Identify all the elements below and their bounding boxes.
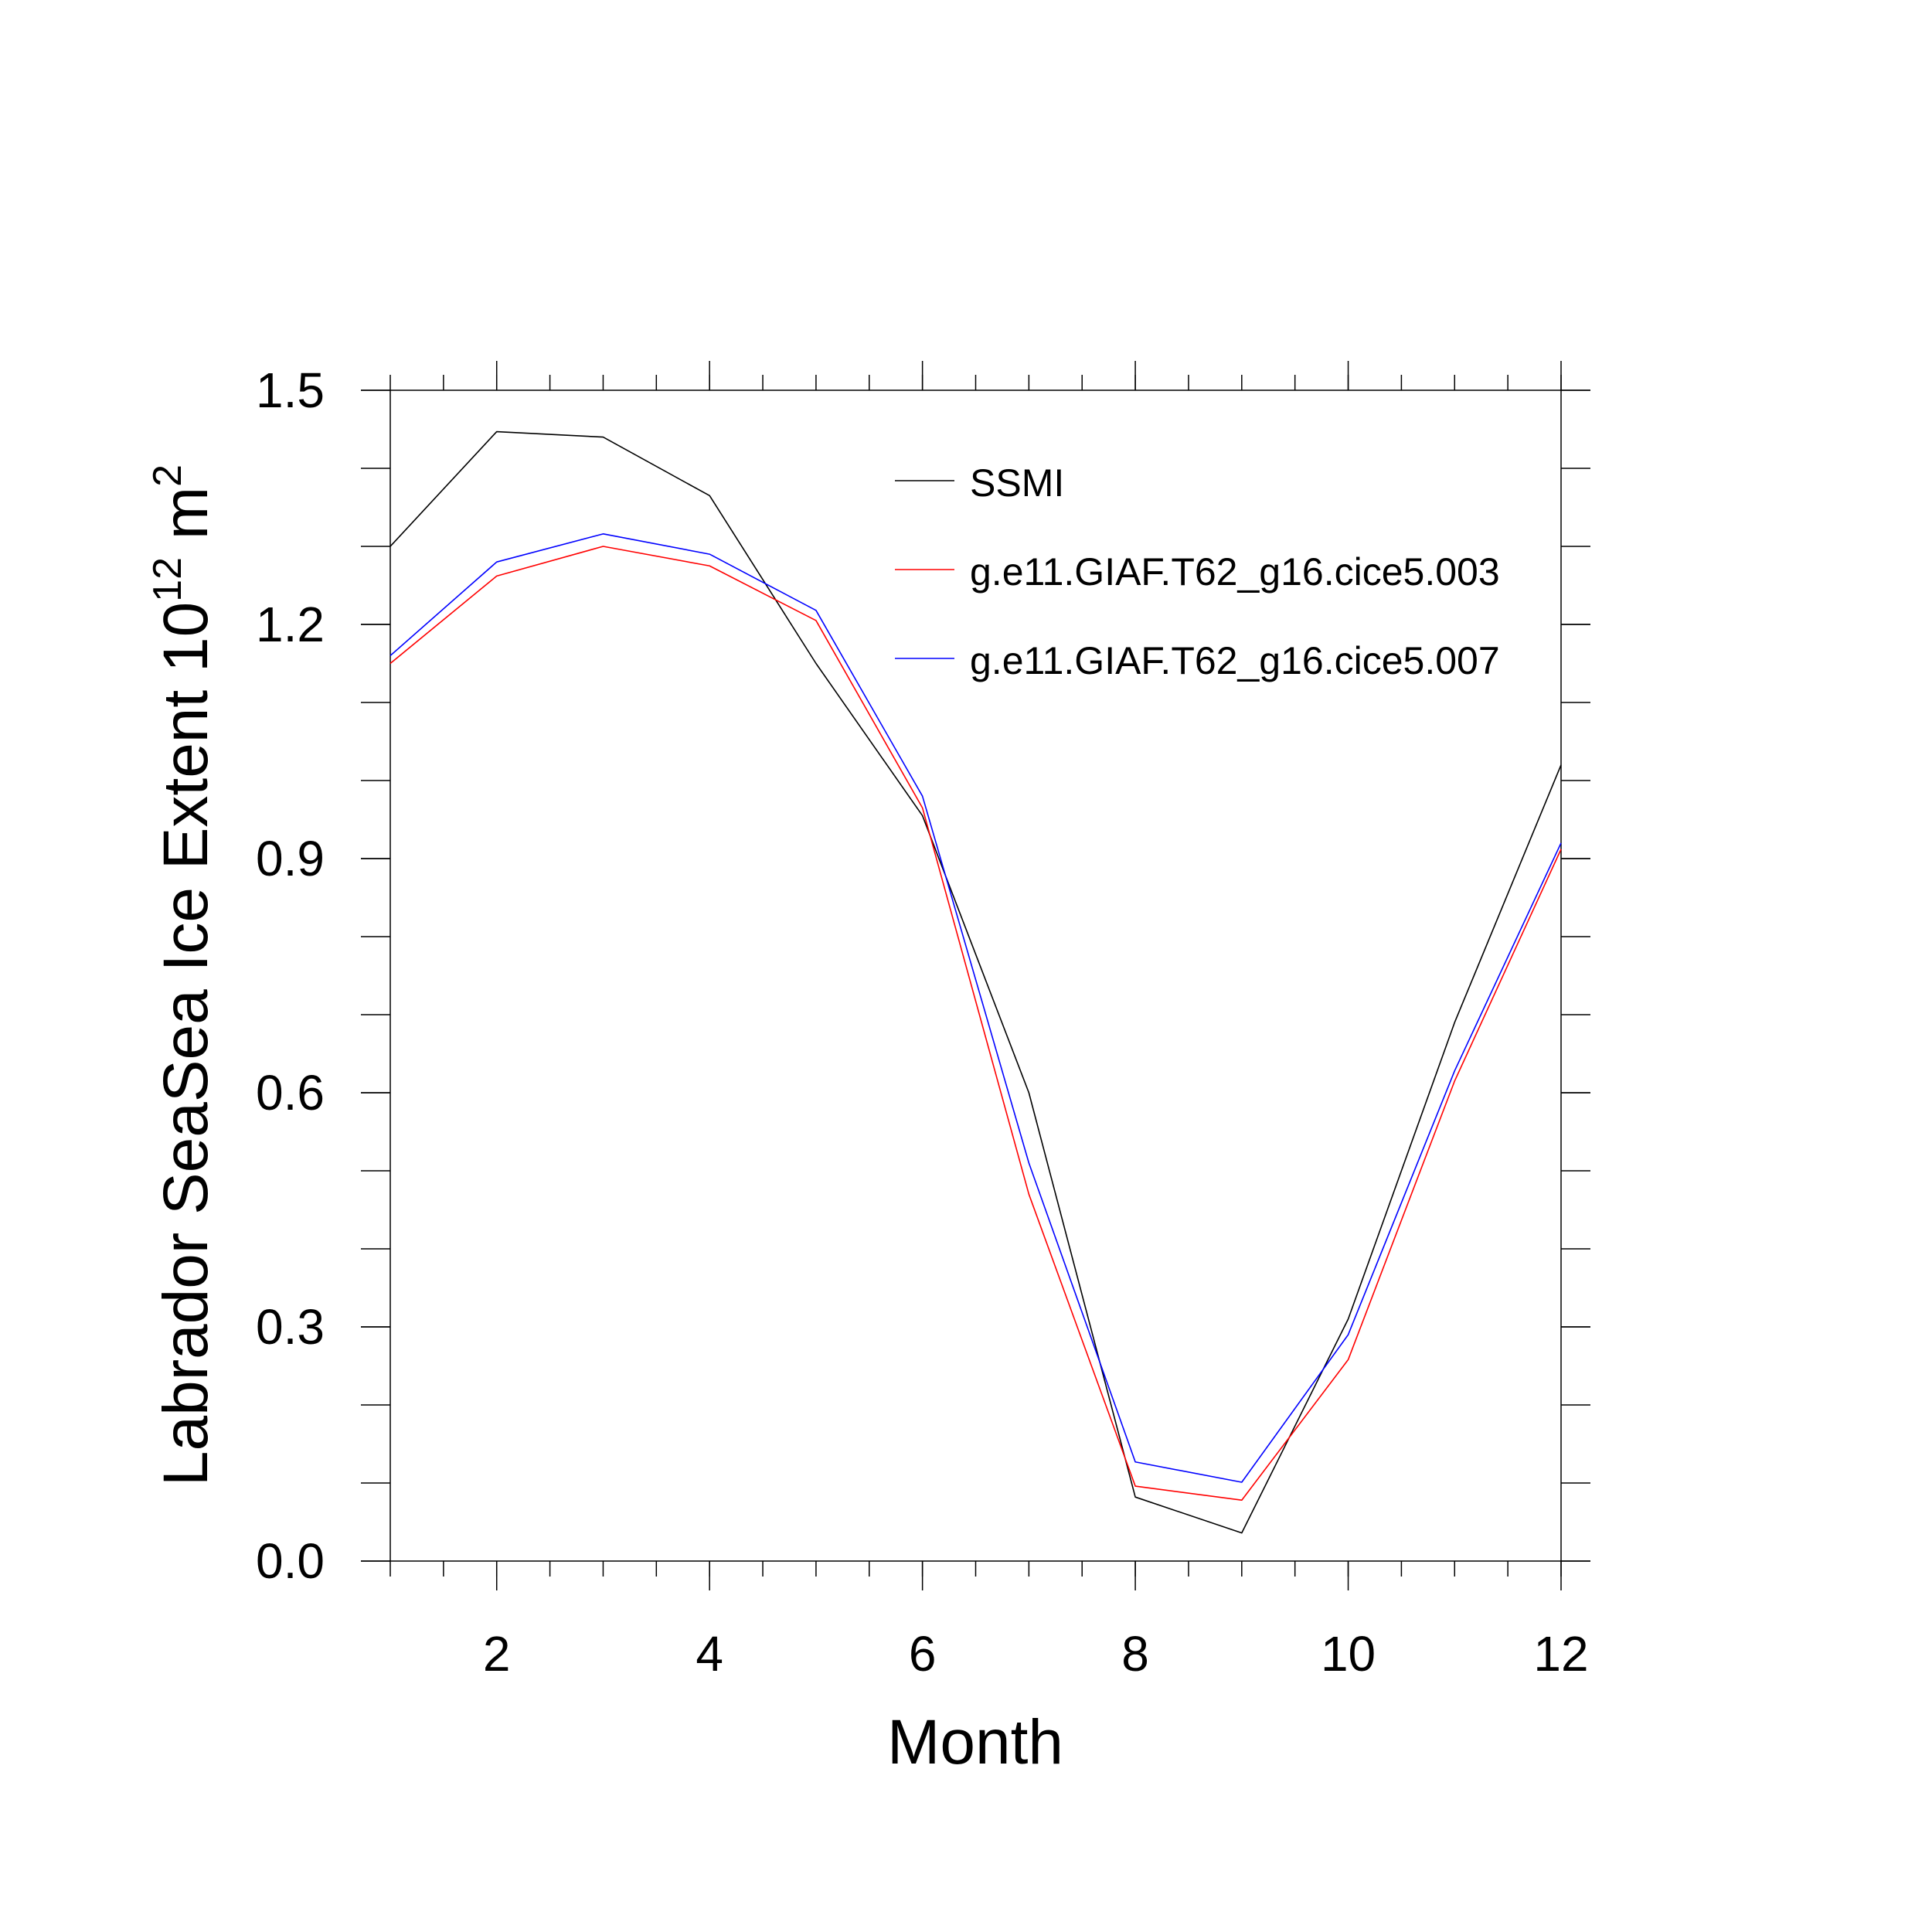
y-axis-label-sup: 12 (145, 557, 190, 602)
y-tick-label: 1.2 (256, 597, 325, 652)
legend-label: g.e11.GIAF.T62_g16.cice5.007 (970, 639, 1500, 682)
x-tick-label: 10 (1321, 1626, 1376, 1682)
y-axis-label-unit: m (151, 487, 221, 539)
axis-ticks (361, 361, 1590, 1590)
y-tick-label: 0.9 (256, 831, 325, 886)
series-lines (389, 430, 1562, 1534)
y-tick-label: 0.6 (256, 1065, 325, 1121)
series-line-1 (389, 430, 1562, 1534)
x-tick-label: 6 (909, 1626, 937, 1682)
x-tick-label: 8 (1121, 1626, 1149, 1682)
y-axis-label-unit-sup: 2 (145, 464, 190, 487)
y-tick-label: 0.3 (256, 1299, 325, 1355)
x-tick-label: 2 (483, 1626, 511, 1682)
legend-label: SSMI (970, 461, 1064, 505)
y-axis-label: Labrador SeaSea Ice Extent 1012 m2 (145, 464, 221, 1486)
series-line-2 (389, 546, 1562, 1502)
y-tick-label: 0.0 (256, 1533, 325, 1589)
x-tick-label: 12 (1533, 1626, 1588, 1682)
y-tick-label: 1.5 (256, 362, 325, 418)
y-axis-label-space (151, 539, 221, 557)
y-axis-label-main: Labrador SeaSea Ice Extent 10 (151, 602, 221, 1486)
x-axis-label: Month (887, 1707, 1063, 1777)
series-line-3 (389, 533, 1562, 1483)
legend: SSMI g.e11.GIAF.T62_g16.cice5.003 g.e11.GI… (895, 461, 1500, 682)
tick-labels: 2 4 6 8 10 12 0.0 0.3 0.6 0.9 1.2 1.5 (256, 362, 1589, 1682)
x-tick-label: 4 (696, 1626, 723, 1682)
legend-label: g.e11.GIAF.T62_g16.cice5.003 (970, 550, 1500, 594)
